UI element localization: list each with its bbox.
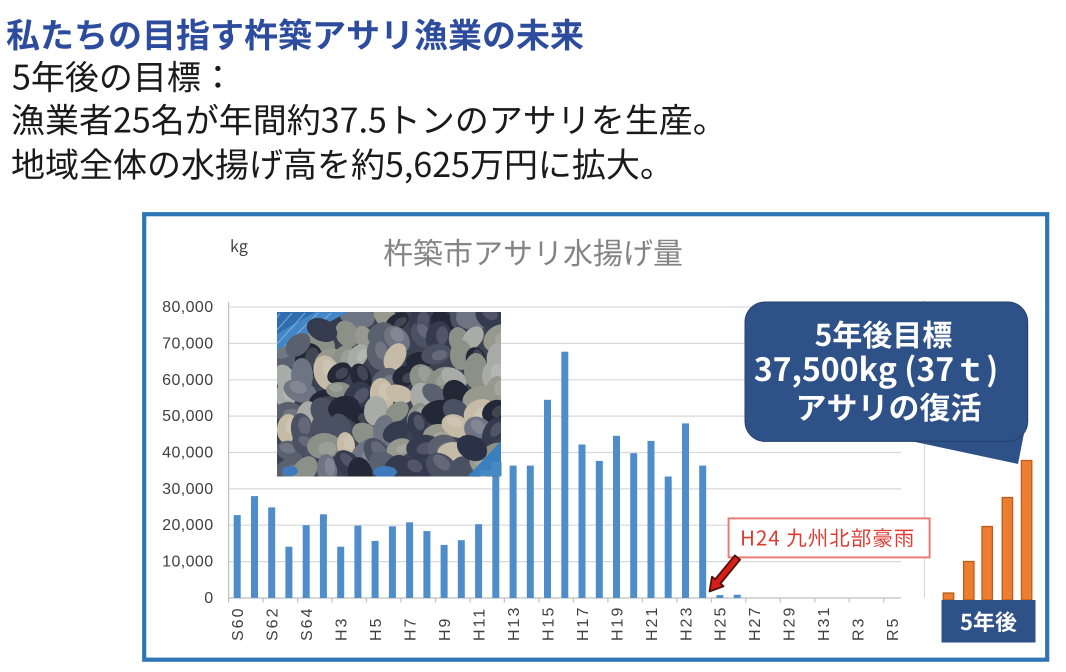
svg-text:H21: H21 bbox=[644, 606, 661, 641]
svg-text:H11: H11 bbox=[471, 607, 488, 641]
svg-text:S60: S60 bbox=[230, 607, 247, 641]
svg-text:S62: S62 bbox=[265, 607, 282, 641]
svg-text:60,000: 60,000 bbox=[162, 372, 213, 389]
svg-text:H19: H19 bbox=[609, 606, 626, 641]
svg-text:H27: H27 bbox=[747, 606, 764, 641]
svg-text:70,000: 70,000 bbox=[162, 335, 213, 352]
svg-text:H25: H25 bbox=[713, 606, 730, 641]
svg-text:80,000: 80,000 bbox=[162, 299, 213, 316]
svg-text:H7: H7 bbox=[402, 617, 419, 641]
svg-text:H29: H29 bbox=[782, 606, 799, 641]
svg-text:H23: H23 bbox=[678, 606, 695, 641]
svg-text:30,000: 30,000 bbox=[162, 481, 213, 498]
svg-text:H17: H17 bbox=[575, 606, 592, 641]
svg-text:0: 0 bbox=[204, 590, 213, 607]
svg-text:H3: H3 bbox=[334, 617, 351, 641]
svg-text:H9: H9 bbox=[437, 617, 454, 641]
svg-text:S64: S64 bbox=[299, 607, 316, 641]
svg-text:H31: H31 bbox=[816, 606, 833, 641]
svg-text:10,000: 10,000 bbox=[162, 554, 213, 571]
svg-text:20,000: 20,000 bbox=[162, 517, 213, 534]
svg-text:R3: R3 bbox=[851, 617, 868, 641]
svg-text:R5: R5 bbox=[885, 617, 902, 641]
svg-text:H5: H5 bbox=[368, 617, 385, 641]
svg-text:50,000: 50,000 bbox=[162, 408, 213, 425]
svg-text:H13: H13 bbox=[506, 606, 523, 641]
svg-text:H15: H15 bbox=[540, 606, 557, 641]
svg-text:40,000: 40,000 bbox=[162, 445, 213, 462]
